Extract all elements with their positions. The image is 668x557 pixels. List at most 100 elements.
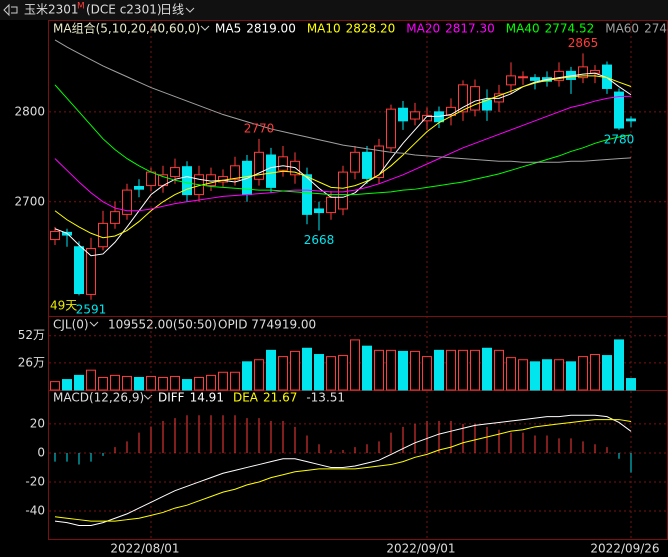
ma-line xyxy=(54,72,632,257)
volume-bar xyxy=(470,349,480,391)
volume-bar xyxy=(530,361,540,391)
volume-bar xyxy=(278,356,288,391)
candle-body xyxy=(530,77,540,81)
volume-bar xyxy=(158,376,168,391)
candle-body xyxy=(86,248,96,295)
x-tick-label: 2022/09/26 xyxy=(590,542,659,556)
ma-line xyxy=(54,95,632,212)
volume-bar xyxy=(374,349,384,391)
extreme-label: 2780 xyxy=(604,132,635,146)
volume-bar xyxy=(122,375,132,391)
candle-body xyxy=(374,145,384,178)
volume-bar xyxy=(410,350,420,391)
vol-dropdown[interactable] xyxy=(89,321,99,327)
volume-bar xyxy=(266,349,276,391)
volume-bar xyxy=(482,347,492,391)
days-label: 49天 xyxy=(50,299,77,313)
candle-body xyxy=(110,211,120,224)
candle-body xyxy=(302,174,312,215)
candle-body xyxy=(122,189,132,215)
volume-bar xyxy=(578,356,588,391)
candle-body xyxy=(410,111,420,120)
candle-body xyxy=(338,171,348,210)
legend-name: MA10 xyxy=(307,22,341,36)
x-tick-label: 2022/08/01 xyxy=(110,542,179,556)
period-dropdown[interactable] xyxy=(185,7,195,13)
candle-body xyxy=(314,208,324,214)
macd-title: MACD(12,26,9) xyxy=(53,391,144,405)
ma-dropdown[interactable] xyxy=(200,25,210,31)
legend-name: MA40 xyxy=(506,22,540,36)
volume-bar xyxy=(566,361,576,391)
volume-bar xyxy=(62,379,72,391)
y-tick-label: 2700 xyxy=(14,194,45,208)
volume-bar xyxy=(386,349,396,391)
ma-title[interactable]: MA组合(5,10,20,40,60,0) xyxy=(53,21,200,36)
candle-body xyxy=(626,118,636,122)
y-tick-label: -20 xyxy=(25,474,45,488)
volume-bar xyxy=(542,359,552,391)
frame xyxy=(48,20,668,540)
extreme-label: 2668 xyxy=(304,233,335,247)
ma-line xyxy=(54,75,632,239)
extreme-label: 2770 xyxy=(244,121,275,135)
legend-value: 2817.30 xyxy=(445,22,495,36)
candle-body xyxy=(230,165,240,180)
volume-bar xyxy=(218,371,228,391)
candle-body xyxy=(278,156,288,171)
ma-line xyxy=(54,39,632,163)
volume-bar xyxy=(230,371,240,391)
volume-bar xyxy=(434,349,444,391)
volume-bar xyxy=(518,359,528,391)
legend-name: DIFF xyxy=(158,391,185,405)
volume-bar xyxy=(506,357,516,391)
y-tick-label: -40 xyxy=(25,503,45,517)
volume-bar xyxy=(554,359,564,391)
y-tick-label: 20 xyxy=(30,416,45,430)
legend-value: 2828.20 xyxy=(346,22,396,36)
legend-value: 2819.00 xyxy=(246,22,296,36)
volume-bar xyxy=(314,354,324,391)
legend-name: DEA xyxy=(233,391,259,405)
menu-icon[interactable] xyxy=(3,3,18,17)
candle-body xyxy=(182,166,192,196)
candle-body xyxy=(518,76,528,79)
candle-body xyxy=(146,171,156,187)
y-tick-label: 2800 xyxy=(14,104,45,118)
period[interactable]: 日线 xyxy=(160,3,184,17)
macd-line xyxy=(54,414,632,526)
candle-body xyxy=(386,108,396,149)
candle-body xyxy=(134,185,144,190)
candle-body xyxy=(614,91,624,129)
volume-bar xyxy=(290,350,300,391)
y-tick-label: 52万 xyxy=(18,328,45,342)
candle-body xyxy=(170,167,180,178)
candle-body xyxy=(98,222,108,248)
vol-title: CJL(0) xyxy=(53,318,89,332)
y-tick-label: 26万 xyxy=(18,355,45,369)
extreme-label: 2865 xyxy=(568,36,599,50)
candle-body xyxy=(350,151,360,173)
candle-body xyxy=(74,246,84,295)
candle-body xyxy=(578,66,588,79)
ma-line xyxy=(54,84,632,196)
volume-bar xyxy=(626,378,636,391)
legend-value: 14.91 xyxy=(190,391,224,405)
legend-name: MA20 xyxy=(406,22,440,36)
volume-bar xyxy=(182,379,192,391)
volume-bar xyxy=(194,376,204,391)
volume-bar xyxy=(338,355,348,391)
volume-bar xyxy=(326,356,336,391)
candle-body xyxy=(254,151,264,180)
vol-subtitle: 109552.00(50:50) xyxy=(108,318,217,332)
volume-bar xyxy=(86,369,96,391)
candle-body xyxy=(554,70,564,81)
symbol[interactable]: 玉米2301 xyxy=(24,3,79,17)
legend-value: -13.51 xyxy=(306,391,345,405)
volume-bar xyxy=(50,381,60,391)
legend-name: MA60 xyxy=(605,22,639,36)
macd-line xyxy=(54,419,632,522)
volume-bar xyxy=(422,356,432,391)
